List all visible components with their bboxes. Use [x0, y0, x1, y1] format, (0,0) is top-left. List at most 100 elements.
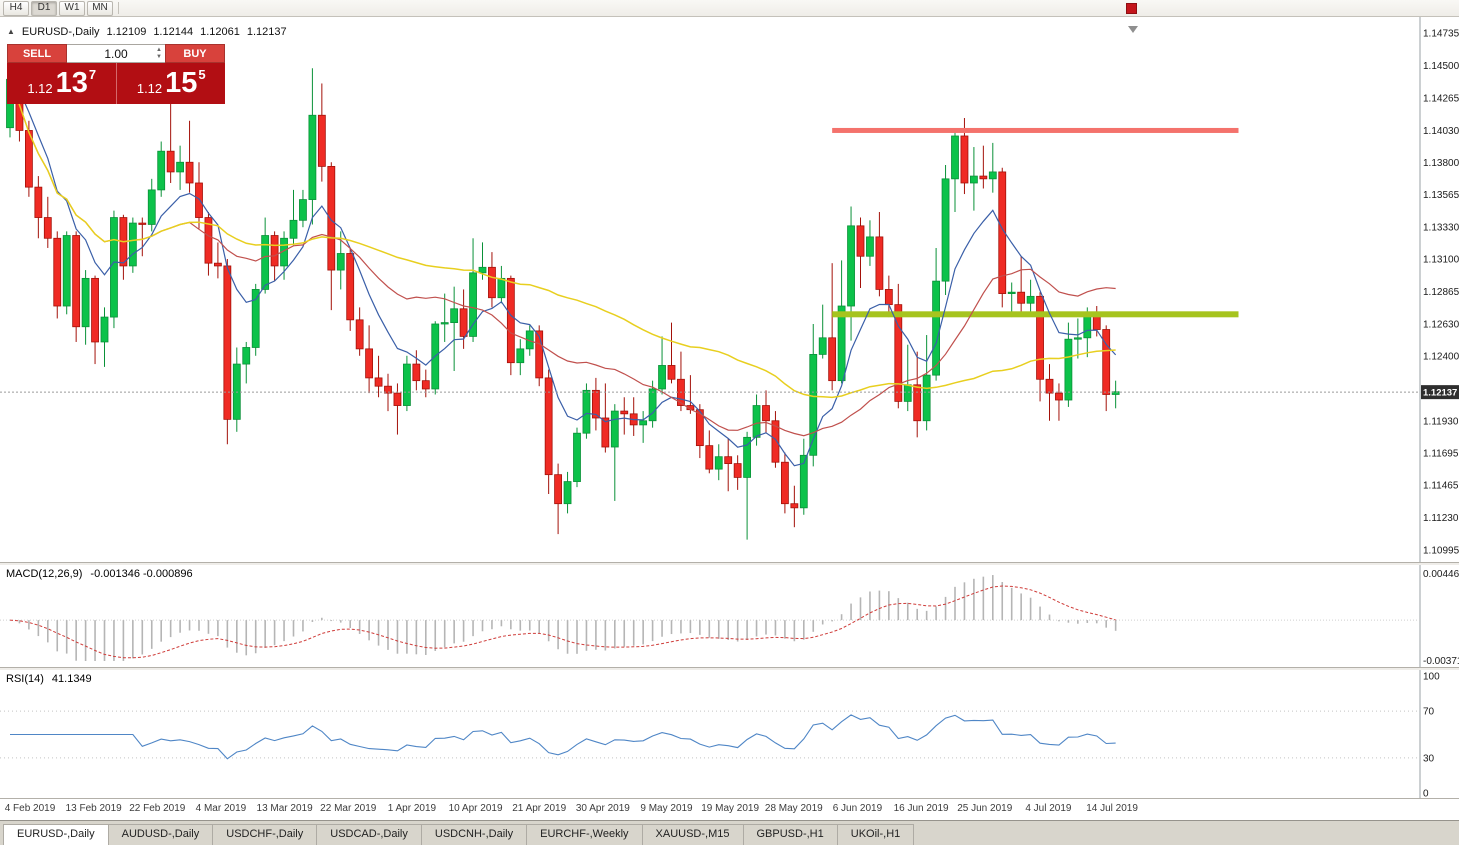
- candle-body: [53, 237, 62, 307]
- candle-body: [365, 348, 374, 379]
- candle-body: [1045, 378, 1054, 394]
- time-axis-label: 13 Mar 2019: [256, 803, 313, 814]
- candle-body: [91, 277, 99, 343]
- candle-body: [469, 272, 477, 337]
- chart-tab[interactable]: EURUSD-,Daily: [3, 824, 109, 845]
- price-axis-label: 1.13800: [1423, 158, 1459, 169]
- chart-tab[interactable]: USDCAD-,Daily: [316, 824, 422, 845]
- time-axis-label: 28 May 2019: [764, 803, 823, 814]
- ask-price-button[interactable]: 1.12 15 5: [115, 63, 225, 104]
- resistance-line[interactable]: [832, 127, 1239, 133]
- chart-tab[interactable]: USDCHF-,Daily: [212, 824, 318, 845]
- macd-histogram: [18, 575, 1117, 661]
- candle-body: [913, 384, 922, 422]
- candle-body: [941, 178, 950, 282]
- candle-body: [62, 235, 71, 307]
- support-line[interactable]: [832, 311, 1239, 318]
- candle-body: [1026, 295, 1035, 304]
- candle-body: [374, 377, 383, 387]
- candle-body: [34, 186, 43, 218]
- period-button-d1[interactable]: D1: [31, 0, 57, 16]
- chart-tab[interactable]: USDCNH-,Daily: [420, 824, 528, 845]
- ask-big-digits: 15: [165, 67, 198, 99]
- rsi-axis-label: 100: [1423, 672, 1440, 683]
- panel-splitter[interactable]: [0, 562, 1459, 565]
- candle-body: [554, 474, 562, 505]
- candle-body: [110, 217, 118, 318]
- candle-body: [251, 289, 260, 348]
- time-axis[interactable]: 4 Feb 2019 13 Feb 2019 22 Feb 2019 4 Mar 20…: [0, 798, 1459, 820]
- bid-price-badge: [1421, 385, 1459, 400]
- trade-panel-toggle-icon[interactable]: ▲: [7, 27, 15, 36]
- macd-axis-min: -0.003717: [1423, 656, 1459, 667]
- ma-8-line: [9, 78, 1117, 467]
- macd-canvas[interactable]: 0.004465 -0.003717: [0, 565, 1459, 667]
- bid-prefix: 1.12: [27, 80, 53, 96]
- rsi-panel: 100 70 30 0 RSI(14) 41.1349: [0, 670, 1459, 798]
- period-button-h4[interactable]: H4: [3, 0, 29, 16]
- price-axis-label: 1.14265: [1423, 93, 1459, 104]
- candle-body: [884, 289, 893, 306]
- time-axis-label: 30 Apr 2019: [575, 803, 630, 814]
- chart-tab[interactable]: EURCHF-,Weekly: [526, 824, 643, 845]
- candle-body: [724, 456, 733, 465]
- volume-down-icon[interactable]: ▼: [156, 54, 162, 60]
- candle-body: [960, 135, 969, 184]
- candle-body: [781, 461, 789, 505]
- price-axis-label: 1.14030: [1423, 126, 1459, 137]
- candle-body: [828, 337, 837, 382]
- bid-price-button[interactable]: 1.12 13 7: [7, 63, 116, 104]
- candle-body: [979, 175, 988, 180]
- candle-body: [516, 348, 525, 364]
- candles-layer: [6, 68, 1120, 540]
- candle-body: [695, 409, 704, 447]
- sell-button[interactable]: SELL: [7, 44, 67, 63]
- price-axis-label: 1.12630: [1423, 319, 1459, 330]
- candle-body: [988, 171, 997, 180]
- candle-body: [1017, 291, 1026, 304]
- price-axis-label: 1.11930: [1423, 416, 1459, 427]
- quote-high: 1.12144: [153, 26, 194, 38]
- candle-body: [384, 385, 392, 394]
- candle-body: [204, 217, 213, 264]
- time-axis-label: 21 Apr 2019: [512, 803, 567, 814]
- candle-body: [620, 410, 629, 415]
- candle-body: [610, 410, 619, 448]
- period-button-mn[interactable]: MN: [87, 0, 113, 16]
- candle-body: [667, 365, 676, 380]
- price-axis-label: 1.14500: [1423, 61, 1459, 72]
- chart-canvas[interactable]: 1.14735 1.14500 1.14265 1.14030 1.13800 1.135…: [0, 17, 1459, 562]
- price-axis-label: 1.14735: [1423, 29, 1459, 40]
- ma-50-line: [9, 79, 1116, 399]
- top-toolbar: H4 D1 W1 MN: [0, 0, 1459, 17]
- candle-body: [289, 219, 298, 239]
- candle-body: [998, 171, 1007, 294]
- candle-body: [497, 277, 506, 299]
- rsi-label-row: RSI(14) 41.1349: [6, 673, 92, 685]
- period-button-w1[interactable]: W1: [59, 0, 85, 16]
- candle-body: [412, 363, 421, 382]
- candle-body: [1102, 329, 1111, 395]
- candle-body: [866, 236, 874, 257]
- chart-tab[interactable]: AUDUSD-,Daily: [107, 824, 214, 845]
- panel-splitter[interactable]: [0, 667, 1459, 670]
- chart-tab[interactable]: XAUUSD-,M15: [641, 824, 744, 845]
- candle-body: [771, 420, 780, 463]
- time-axis-label: 10 Apr 2019: [448, 803, 503, 814]
- price-axis[interactable]: 1.14735 1.14500 1.14265 1.14030 1.13800 1.135…: [1423, 29, 1459, 557]
- chart-tab[interactable]: UKOil-,H1: [836, 824, 915, 845]
- candle-body: [346, 253, 355, 321]
- candle-body: [714, 456, 723, 470]
- candle-body: [573, 432, 581, 482]
- volume-input[interactable]: 1.00 ▲ ▼: [67, 44, 165, 63]
- chart-tab[interactable]: GBPUSD-,H1: [742, 824, 838, 845]
- buy-button[interactable]: BUY: [165, 44, 225, 63]
- candle-body: [355, 319, 364, 350]
- bid-pipette: 7: [88, 67, 97, 82]
- rsi-canvas[interactable]: 100 70 30 0: [0, 670, 1459, 798]
- volume-up-icon[interactable]: ▲: [156, 47, 162, 53]
- candle-body: [847, 225, 855, 307]
- quote-close: 1.12137: [246, 26, 287, 38]
- chart-shift-marker-icon[interactable]: [1128, 26, 1138, 33]
- chart-tab-bar: EURUSD-,Daily AUDUSD-,Daily USDCHF-,Daily U…: [0, 820, 1459, 845]
